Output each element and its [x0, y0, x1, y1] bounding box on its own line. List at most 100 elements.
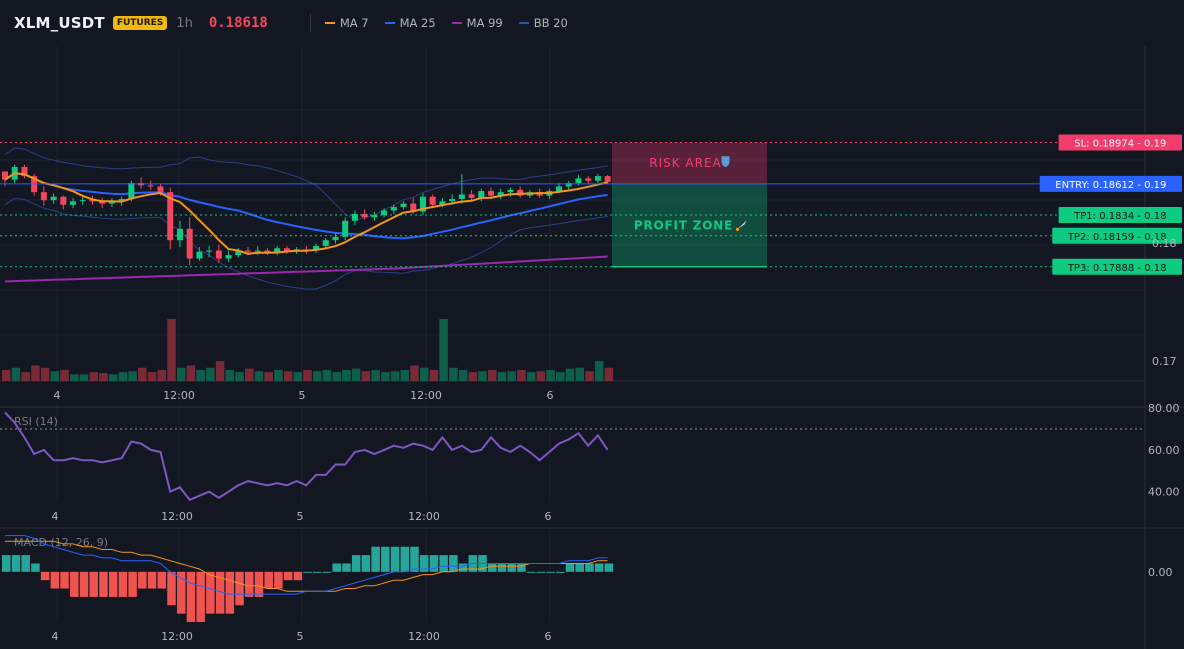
legend-bb20-label: BB 20 — [533, 16, 568, 30]
candle-body — [70, 201, 77, 205]
risk-area-zone — [612, 142, 767, 184]
volume-bar — [458, 369, 468, 381]
candle-body — [245, 250, 251, 252]
volume-bar — [254, 371, 264, 381]
volume-bar — [60, 369, 69, 381]
volume-bar — [50, 371, 60, 381]
macd-histogram-bar — [40, 571, 50, 581]
macd-histogram-bar — [536, 571, 546, 573]
time-tick-label: 12:00 — [408, 510, 440, 523]
volume-bar — [108, 374, 118, 381]
volume-bar — [138, 367, 147, 381]
candle-body — [419, 196, 426, 212]
candle-body — [21, 166, 28, 177]
timeframe-label[interactable]: 1h — [176, 15, 193, 31]
symbol-title[interactable]: XLM_USDT — [14, 14, 105, 32]
macd-histogram-bar — [458, 563, 468, 572]
candle-body — [167, 192, 174, 241]
level-tag-tp1 — [1058, 207, 1182, 224]
candle-body — [594, 176, 601, 181]
candle-body — [400, 203, 407, 208]
macd-histogram-bar — [507, 563, 516, 572]
volume-bar — [99, 373, 108, 381]
macd-histogram-bar — [565, 563, 575, 572]
candle-body — [147, 185, 154, 187]
macd-histogram-bar — [245, 571, 254, 597]
candle-body — [439, 201, 446, 205]
candle-body — [283, 248, 290, 252]
macd-tick-label: 0.00 — [1148, 566, 1173, 579]
macd-histogram-bar — [138, 571, 147, 589]
candle-body — [186, 228, 193, 259]
rocket-flame-icon — [735, 227, 740, 231]
candle-body — [556, 186, 563, 192]
macd-histogram-bar — [429, 555, 439, 572]
legend-ma7[interactable]: MA 7 — [324, 16, 369, 30]
macd-histogram-bar — [157, 571, 167, 589]
candle-body — [215, 250, 222, 259]
legend-ma7-label: MA 7 — [339, 16, 369, 30]
legend-bb20[interactable]: BB 20 — [518, 16, 568, 30]
candle-body — [313, 245, 320, 251]
volume-bar — [371, 369, 380, 381]
volume-bar — [488, 369, 497, 381]
macd-histogram-bar — [419, 555, 429, 572]
price-tick-label: 0.18 — [1152, 237, 1177, 250]
macd-histogram-bar — [449, 555, 458, 572]
macd-histogram-bar — [410, 546, 419, 572]
macd-histogram-bar — [21, 555, 30, 572]
macd-histogram-bar — [147, 571, 157, 589]
ma7-line — [4, 172, 608, 255]
volume-bar — [517, 369, 526, 381]
ma25-line — [4, 172, 608, 240]
volume-bar — [40, 367, 50, 381]
volume-bar — [89, 372, 98, 381]
macd-histogram-bar — [70, 571, 79, 597]
macd-histogram-bar — [283, 571, 293, 581]
indicator-legend: MA 7 MA 25 MA 99 BB 20 — [324, 16, 568, 30]
macd-histogram-bar — [313, 571, 322, 573]
volume-bar — [322, 369, 332, 381]
volume-bar — [2, 369, 11, 381]
volume-bar — [313, 371, 322, 381]
candle-body — [517, 189, 524, 196]
legend-ma99[interactable]: MA 99 — [451, 16, 503, 30]
rocket-icon — [737, 220, 747, 230]
volume-bar — [70, 374, 79, 381]
rsi-tick-label: 60.00 — [1148, 444, 1180, 457]
legend-ma25-label: MA 25 — [399, 16, 436, 30]
macd-histogram-bar — [60, 571, 69, 589]
macd-histogram-bar — [322, 571, 332, 573]
bb-lower-line — [4, 197, 608, 290]
volume-bar — [575, 367, 584, 381]
volume-bar — [128, 371, 137, 381]
macd-histogram-bar — [332, 563, 341, 572]
candle-body — [264, 250, 271, 253]
candle-body — [89, 200, 96, 202]
chart-header: XLM_USDT FUTURES 1h 0.18618 MA 7 MA 25 M… — [0, 0, 1184, 46]
macd-histogram-bar — [196, 571, 205, 622]
macd-histogram-bar — [585, 563, 594, 572]
macd-histogram-bar — [381, 546, 390, 572]
volume-bar — [468, 372, 478, 381]
rsi-tick-label: 80.00 — [1148, 402, 1180, 415]
time-tick-label: 12:00 — [408, 630, 440, 643]
macd-histogram-bar — [303, 571, 312, 573]
volume-bar — [118, 372, 128, 381]
volume-bar — [536, 371, 546, 381]
volume-bar — [526, 372, 536, 381]
volume-bar — [507, 371, 516, 381]
volume-bar — [245, 368, 254, 381]
time-tick-label: 6 — [545, 630, 552, 643]
rsi-line — [4, 411, 609, 502]
candle-body — [157, 186, 164, 193]
volume-bar — [439, 319, 448, 381]
time-tick-label: 5 — [297, 630, 304, 643]
level-tag-label-tp1: TP1: 0.1834 - 0.18 — [1073, 211, 1166, 222]
time-tick-label: 4 — [54, 389, 61, 402]
candle-body — [206, 250, 213, 252]
candle-body — [99, 201, 106, 204]
legend-ma25[interactable]: MA 25 — [384, 16, 436, 30]
candle-body — [2, 171, 8, 180]
